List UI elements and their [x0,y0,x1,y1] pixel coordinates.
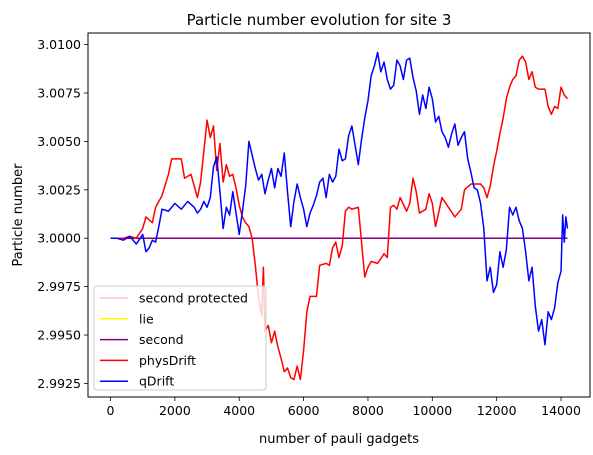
y-tick-label: 3.0025 [37,182,81,197]
y-tick-label: 3.0100 [37,37,81,52]
x-tick-label: 4000 [223,403,255,418]
legend-label: lie [139,311,154,326]
y-tick-label: 2.9925 [37,376,81,391]
y-axis-label: Particle number [11,163,26,267]
x-tick-label: 12000 [477,403,517,418]
x-axis-label: number of pauli gadgets [259,432,419,447]
y-tick-label: 3.0000 [37,231,81,246]
y-tick-label: 3.0050 [37,134,81,149]
legend-label: qDrift [139,374,174,389]
legend-label: physDrift [139,353,196,368]
chart-title: Particle number evolution for site 3 [187,11,452,29]
x-tick-label: 2000 [159,403,191,418]
x-tick-label: 0 [107,403,115,418]
x-tick-label: 10000 [412,403,452,418]
y-tick-label: 2.9950 [37,328,81,343]
x-tick-label: 8000 [352,403,384,418]
x-tick-label: 14000 [541,403,581,418]
legend-label: second [139,332,184,347]
x-tick-label: 6000 [288,403,320,418]
legend: second protected lie second physDrift qDrift [94,286,266,390]
legend-label: second protected [139,291,248,306]
y-tick-label: 3.0075 [37,86,81,101]
y-tick-label: 2.9975 [37,279,81,294]
